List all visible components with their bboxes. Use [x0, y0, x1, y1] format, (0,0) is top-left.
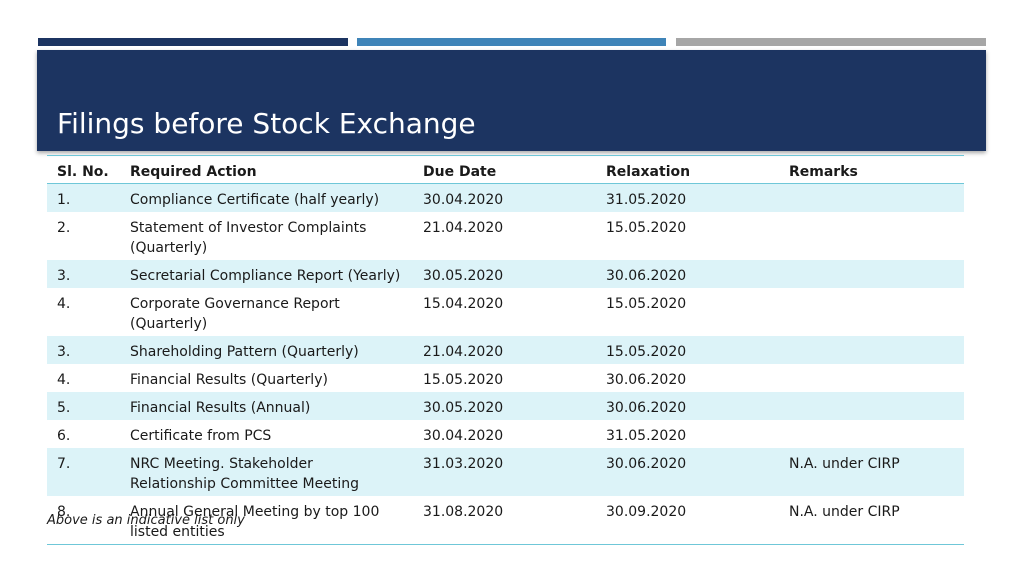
table-row: 5. Financial Results (Annual) 30.05.2020…	[47, 392, 964, 420]
cell-relaxation: 15.05.2020	[606, 220, 687, 236]
cell-relaxation: 15.05.2020	[606, 296, 687, 312]
cell-sl-no: 7.	[57, 456, 71, 472]
filings-table: Sl. No. Required Action Due Date Relaxat…	[47, 155, 964, 545]
cell-remarks	[779, 364, 964, 392]
cell-remarks	[779, 212, 964, 260]
cell-required-action: Statement of Investor Complaints (Quarte…	[130, 220, 367, 256]
cell-remarks	[779, 420, 964, 448]
header-required-action: Required Action	[130, 164, 257, 180]
table-row: 2. Statement of Investor Complaints (Qua…	[47, 212, 964, 260]
footnote: Above is an indicative list only	[47, 513, 245, 528]
cell-relaxation: 31.05.2020	[606, 192, 687, 208]
cell-due-date: 30.05.2020	[423, 400, 504, 416]
table-row: 3. Shareholding Pattern (Quarterly) 21.0…	[47, 336, 964, 364]
cell-required-action: Compliance Certificate (half yearly)	[130, 192, 380, 208]
title-band: Filings before Stock Exchange	[37, 50, 986, 151]
cell-due-date: 31.08.2020	[423, 504, 504, 520]
accent-bar-3	[676, 38, 986, 46]
cell-required-action: Corporate Governance Report (Quarterly)	[130, 296, 340, 332]
cell-remarks	[779, 336, 964, 364]
cell-sl-no: 2.	[57, 220, 71, 236]
cell-required-action: Financial Results (Annual)	[130, 400, 311, 416]
cell-relaxation: 30.09.2020	[606, 504, 687, 520]
table-row: 3. Secretarial Compliance Report (Yearly…	[47, 260, 964, 288]
header-due-date: Due Date	[423, 164, 497, 180]
cell-required-action: Financial Results (Quarterly)	[130, 372, 328, 388]
cell-due-date: 30.05.2020	[423, 268, 504, 284]
table-row: 4. Financial Results (Quarterly) 15.05.2…	[47, 364, 964, 392]
cell-sl-no: 3.	[57, 268, 71, 284]
cell-remarks	[779, 184, 964, 212]
cell-remarks: N.A. under CIRP	[789, 456, 900, 472]
cell-relaxation: 30.06.2020	[606, 400, 687, 416]
cell-remarks	[779, 392, 964, 420]
cell-relaxation: 31.05.2020	[606, 428, 687, 444]
header-remarks: Remarks	[789, 164, 858, 180]
cell-sl-no: 4.	[57, 296, 71, 312]
cell-sl-no: 5.	[57, 400, 71, 416]
cell-required-action: Certificate from PCS	[130, 428, 272, 444]
cell-relaxation: 30.06.2020	[606, 456, 687, 472]
cell-sl-no: 6.	[57, 428, 71, 444]
cell-sl-no: 4.	[57, 372, 71, 388]
cell-due-date: 21.04.2020	[423, 344, 504, 360]
cell-required-action: Shareholding Pattern (Quarterly)	[130, 344, 359, 360]
cell-relaxation: 15.05.2020	[606, 344, 687, 360]
cell-required-action: NRC Meeting. Stakeholder Relationship Co…	[130, 456, 359, 492]
cell-remarks	[779, 260, 964, 288]
slide-title: Filings before Stock Exchange	[57, 107, 476, 140]
accent-bar-1	[38, 38, 348, 46]
cell-remarks: N.A. under CIRP	[789, 504, 900, 520]
table-row: 4. Corporate Governance Report (Quarterl…	[47, 288, 964, 336]
cell-remarks	[779, 288, 964, 336]
cell-required-action: Secretarial Compliance Report (Yearly)	[130, 268, 401, 284]
table-header-row: Sl. No. Required Action Due Date Relaxat…	[47, 156, 964, 184]
header-relaxation: Relaxation	[606, 164, 691, 180]
table-row: 1. Compliance Certificate (half yearly) …	[47, 184, 964, 212]
cell-due-date: 15.04.2020	[423, 296, 504, 312]
table-row: 7. NRC Meeting. Stakeholder Relationship…	[47, 448, 964, 496]
cell-sl-no: 8.	[57, 504, 71, 520]
cell-sl-no: 3.	[57, 344, 71, 360]
cell-due-date: 21.04.2020	[423, 220, 504, 236]
cell-due-date: 15.05.2020	[423, 372, 504, 388]
cell-required-action: Annual General Meeting by top 100 listed…	[130, 504, 380, 540]
table-row: 8. Annual General Meeting by top 100 lis…	[47, 496, 964, 544]
cell-relaxation: 30.06.2020	[606, 268, 687, 284]
cell-sl-no: 1.	[57, 192, 71, 208]
table-row: 6. Certificate from PCS 30.04.2020 31.05…	[47, 420, 964, 448]
cell-due-date: 30.04.2020	[423, 428, 504, 444]
header-sl-no: Sl. No.	[57, 164, 109, 180]
accent-bar-2	[357, 38, 666, 46]
cell-relaxation: 30.06.2020	[606, 372, 687, 388]
cell-due-date: 31.03.2020	[423, 456, 504, 472]
cell-due-date: 30.04.2020	[423, 192, 504, 208]
